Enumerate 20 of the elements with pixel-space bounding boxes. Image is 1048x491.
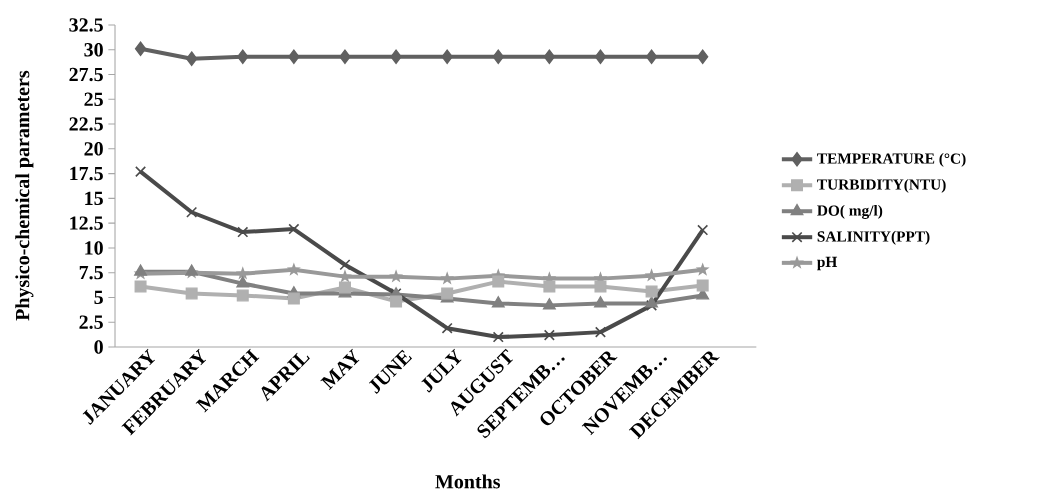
y-tick-label: 25 xyxy=(84,92,103,107)
y-tick-label: 30 xyxy=(84,43,103,57)
legend-label: TEMPERATURE (°C) xyxy=(817,152,966,167)
legend-label: TURBIDITY(NTU) xyxy=(817,178,946,193)
y-tick-label: 2.5 xyxy=(79,315,103,329)
y-tick-label: 15 xyxy=(85,191,103,206)
legend-label: SALINITY(PPT) xyxy=(817,230,930,245)
y-tick-label: 5 xyxy=(94,290,103,305)
y-tick-label: 27.5 xyxy=(69,67,103,82)
legend-label: pH xyxy=(817,256,838,271)
x-axis-title: Months xyxy=(435,474,501,489)
y-tick-label: 12.5 xyxy=(70,216,103,230)
y-tick-label: 7.5 xyxy=(79,266,103,280)
y-tick-label: 20 xyxy=(84,142,103,156)
y-axis-title: Physico-chemical parameters xyxy=(15,70,34,321)
legend-label: DO( mg/l) xyxy=(817,204,883,219)
y-tick-label: 10 xyxy=(85,241,103,255)
y-tick-label: 17.5 xyxy=(70,166,103,181)
y-tick-label: 22.5 xyxy=(69,117,103,131)
y-tick-label: 32.5 xyxy=(69,18,103,32)
